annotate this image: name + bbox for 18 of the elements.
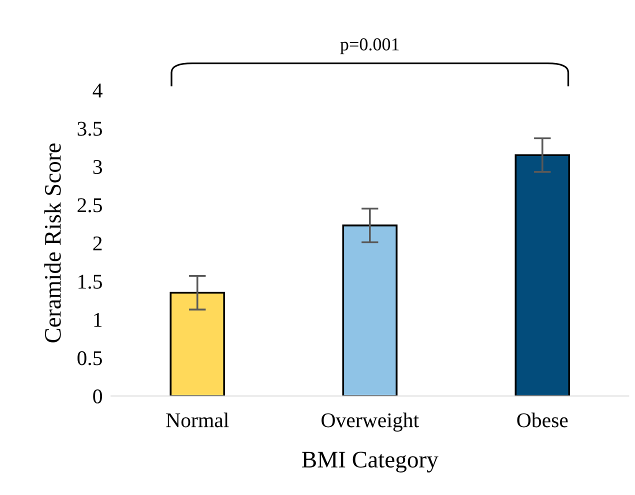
y-tick-label: 1.5 <box>78 274 102 289</box>
y-tick-label: 0 <box>93 389 102 404</box>
x-tick-label: Obese <box>517 412 568 428</box>
y-tick-label: 3.5 <box>78 122 102 136</box>
x-tick-label: Overweight <box>322 412 419 432</box>
text: p=0.001 <box>340 38 399 54</box>
bar <box>342 224 398 396</box>
y-tick-label: 0.5 <box>78 351 102 366</box>
y-tick-label: 2 <box>93 236 102 250</box>
y-axis-title: Ceramide Risk Score <box>44 144 61 342</box>
x-axis-title: BMI Category <box>302 452 438 472</box>
bar <box>514 154 570 396</box>
x-tick-label: Normal <box>166 412 229 428</box>
y-tick-label: 3 <box>93 160 102 174</box>
bar <box>170 292 226 396</box>
y-tick-label: 4 <box>92 84 102 98</box>
y-tick-label: 1 <box>94 312 102 327</box>
y-tick-label: 2.5 <box>78 198 102 212</box>
